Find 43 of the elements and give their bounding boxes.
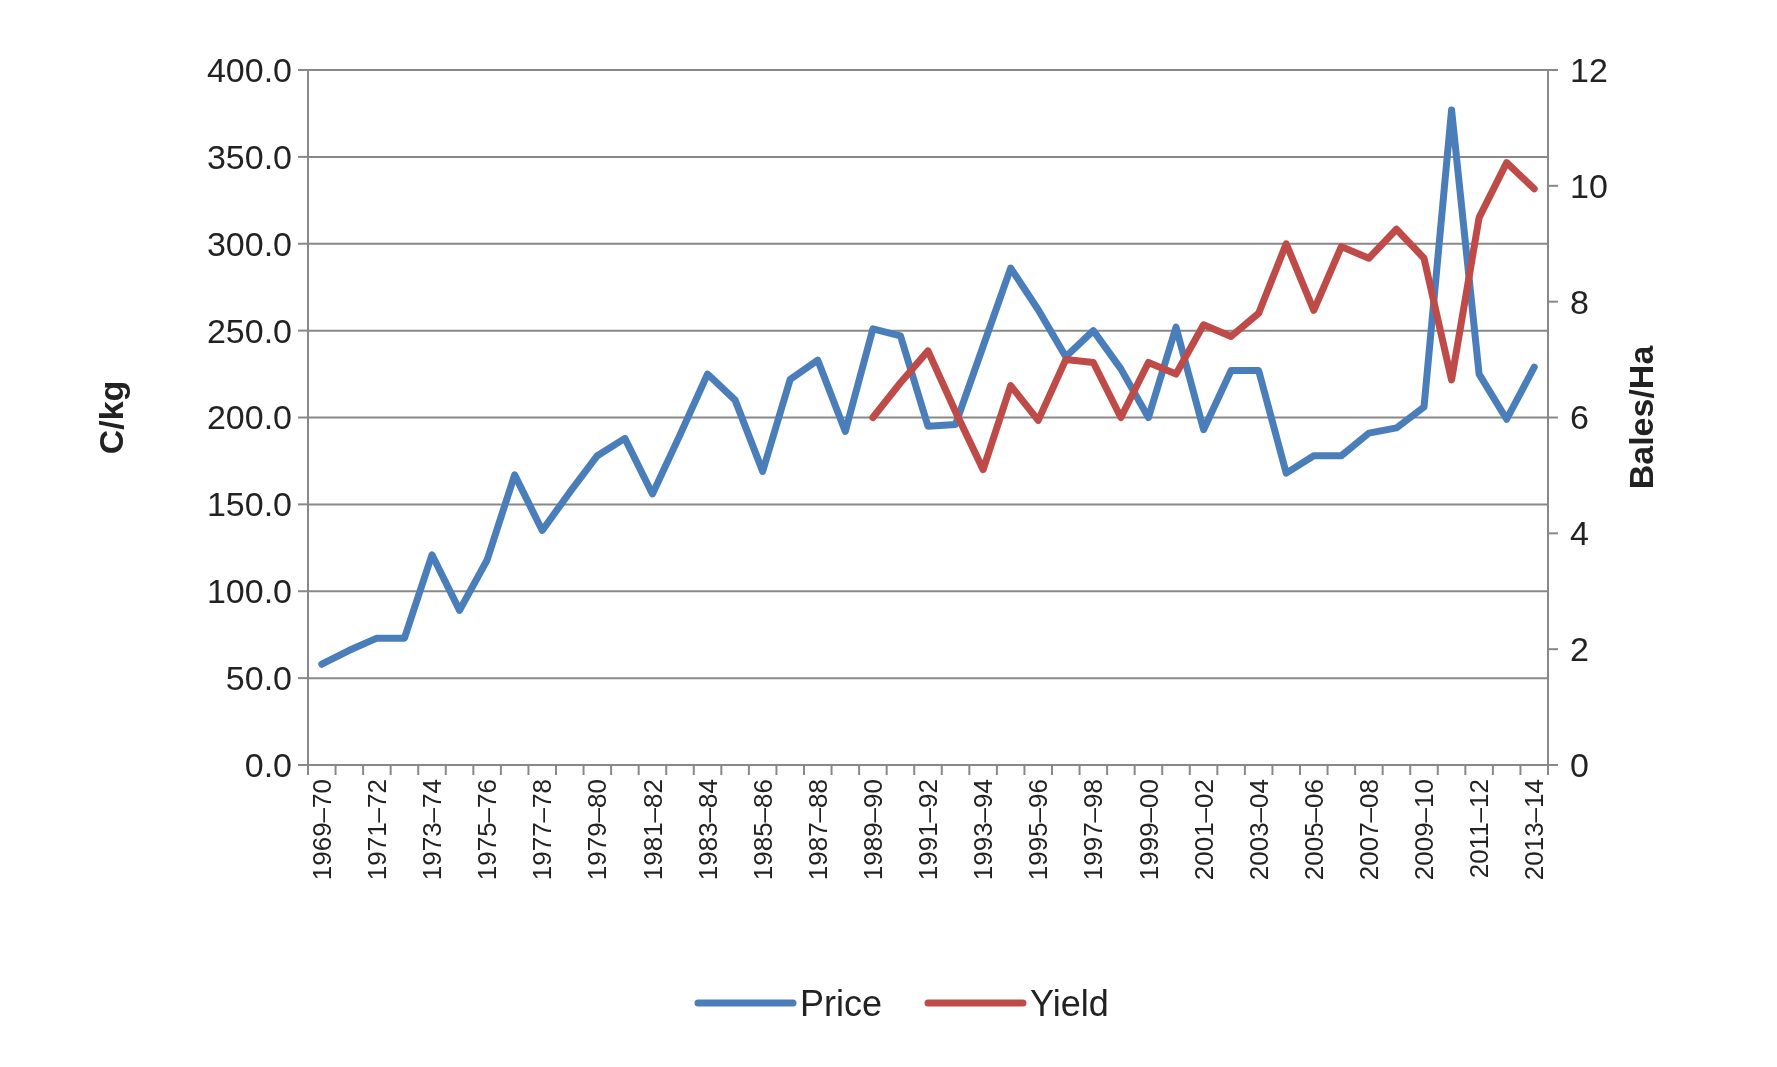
y2-axis-title: Bales/Ha [1622, 344, 1660, 490]
y2-tick-label: 8 [1570, 282, 1589, 321]
x-tick-label: 1995–96 [1023, 779, 1054, 881]
y-tick-label: 250.0 [206, 311, 292, 350]
x-tick-label: 2005–06 [1298, 779, 1329, 881]
x-tick-label: 2011–12 [1464, 779, 1495, 879]
x-tick-label: 1999–00 [1133, 779, 1164, 881]
x-tick-label: 1979–80 [582, 779, 613, 881]
x-tick-label: 1989–90 [857, 779, 888, 881]
y-tick-label: 100.0 [206, 572, 292, 611]
x-tick-label: 1981–82 [637, 779, 668, 881]
y-tick-label: 400.0 [206, 50, 292, 89]
x-tick-label: 2007–08 [1353, 779, 1384, 881]
legend-label: Price [800, 982, 883, 1024]
x-tick-label: 1969–70 [306, 779, 337, 881]
y2-tick-label: 2 [1570, 630, 1589, 669]
x-tick-label: 1991–92 [913, 779, 944, 881]
x-tick-label: 1977–78 [527, 779, 558, 881]
y-tick-label: 200.0 [206, 398, 292, 437]
legend-label: Yield [1030, 982, 1109, 1024]
y2-tick-label: 4 [1570, 514, 1589, 553]
x-tick-label: 2001–02 [1188, 779, 1219, 881]
y2-tick-label: 12 [1570, 50, 1608, 89]
x-tick-label: 1987–88 [802, 779, 833, 881]
y2-tick-label: 10 [1570, 166, 1608, 205]
y-tick-label: 350.0 [206, 137, 292, 176]
y-tick-label: 50.0 [225, 659, 292, 698]
x-tick-label: 1971–72 [361, 779, 392, 881]
y-tick-label: 300.0 [206, 224, 292, 263]
y2-tick-label: 6 [1570, 398, 1589, 437]
x-tick-label: 1983–84 [692, 779, 723, 881]
x-tick-label: 1997–98 [1078, 779, 1109, 881]
x-tick-label: 2013–14 [1519, 779, 1550, 881]
y-tick-label: 150.0 [206, 485, 292, 524]
x-tick-label: 1985–86 [747, 779, 778, 881]
x-tick-label: 2003–04 [1243, 779, 1274, 881]
y-tick-label: 0.0 [244, 745, 292, 784]
x-tick-label: 1993–94 [968, 779, 999, 881]
x-tick-label: 1975–76 [472, 779, 503, 881]
y-axis-title: C/kg [92, 380, 130, 455]
x-tick-label: 1973–74 [417, 779, 448, 881]
y2-tick-label: 0 [1570, 745, 1589, 784]
x-tick-label: 2009–10 [1409, 779, 1440, 881]
